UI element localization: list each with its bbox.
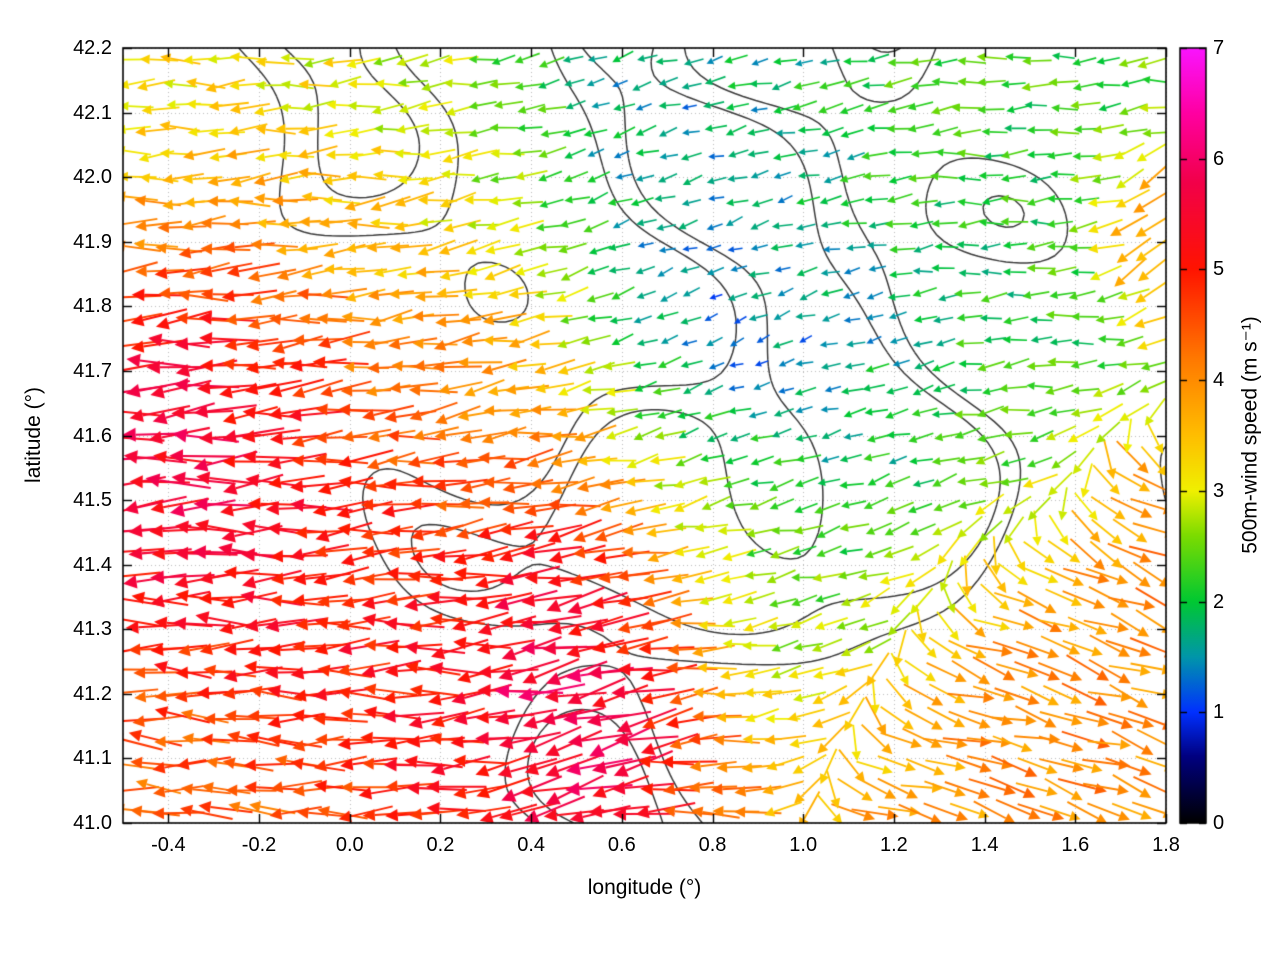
y-tick-label: 41.6	[73, 424, 112, 447]
y-tick-label: 41.1	[73, 747, 112, 770]
colorbar-tick-label: 3	[1213, 479, 1225, 502]
y-tick-label: 42.2	[73, 37, 112, 59]
x-tick-label: 0.4	[517, 834, 546, 856]
y-tick-label: 41.9	[73, 230, 112, 253]
y-tick-label: 41.8	[73, 295, 112, 318]
y-tick-label: 42.0	[73, 166, 112, 189]
y-axis-label: latitude (°)	[22, 387, 45, 483]
x-tick-label: 1.8	[1152, 834, 1180, 856]
y-tick-label: 41.4	[73, 553, 112, 576]
x-tick-label: 0.8	[698, 834, 727, 856]
y-tick-label: 41.0	[73, 812, 112, 834]
colorbar-tick-label: 1	[1213, 701, 1225, 724]
colorbar-tick-label: 0	[1213, 812, 1225, 834]
colorbar-label: 500m-wind speed (m s⁻¹)	[1238, 316, 1262, 554]
x-tick-label: 0.0	[335, 834, 364, 856]
x-tick-label: 1.4	[970, 834, 999, 856]
x-tick-label: 0.2	[426, 834, 455, 856]
colorbar-tick-label: 6	[1213, 147, 1225, 170]
x-tick-label: 1.6	[1061, 834, 1090, 856]
colorbar-tick-label: 7	[1213, 37, 1225, 59]
y-tick-label: 42.1	[73, 101, 112, 124]
colorbar-tick-label: 5	[1213, 258, 1225, 281]
x-tick-label: 0.6	[607, 834, 636, 856]
y-tick-label: 41.3	[73, 618, 112, 641]
colorbar-tick-label: 4	[1213, 369, 1225, 392]
x-tick-label: 1.0	[789, 834, 818, 856]
y-tick-label: 41.5	[73, 489, 112, 512]
colorbar-tick-label: 2	[1213, 590, 1225, 613]
x-tick-label: 1.2	[880, 834, 908, 856]
y-tick-label: 41.7	[73, 359, 112, 382]
x-tick-label: -0.2	[241, 834, 277, 856]
x-tick-label: -0.4	[151, 834, 186, 856]
y-tick-label: 41.2	[73, 682, 112, 705]
x-axis-label: longitude (°)	[587, 876, 702, 899]
